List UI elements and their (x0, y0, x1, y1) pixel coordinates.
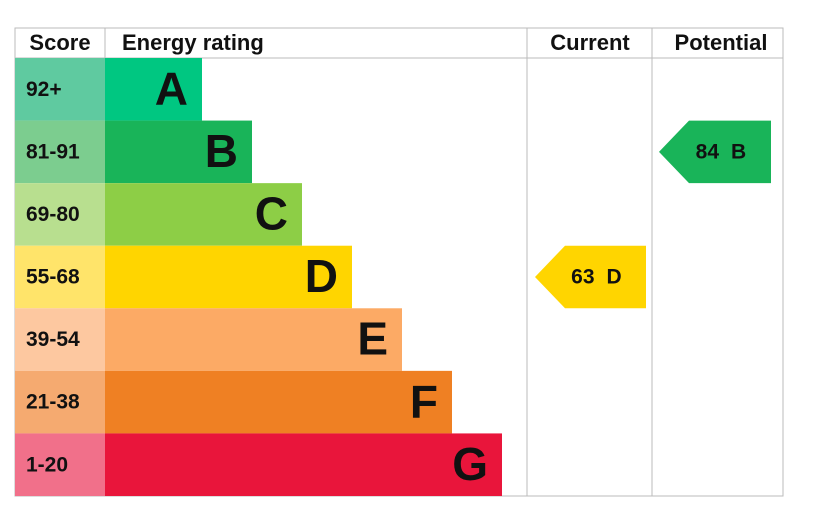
rating-bar (105, 183, 302, 246)
band-letter: E (357, 313, 388, 365)
rating-bar (105, 308, 402, 371)
header-score: Score (29, 30, 90, 55)
score-label: 81-91 (26, 140, 80, 163)
rating-bar (105, 245, 352, 309)
rating-bar (105, 120, 252, 184)
score-label: 92+ (26, 78, 62, 101)
rating-bar (105, 58, 202, 121)
current-letter: D (607, 266, 622, 289)
potential-arrow (659, 120, 771, 184)
current-value: 63 (571, 266, 594, 289)
header-current: Current (550, 30, 630, 55)
score-label: 1-20 (26, 453, 68, 476)
score-cell (15, 245, 105, 309)
score-cell (15, 183, 105, 246)
score-cell (15, 120, 105, 184)
current-arrow (535, 245, 646, 309)
score-cell (15, 308, 105, 371)
band-letter: D (305, 250, 338, 302)
score-label: 55-68 (26, 266, 80, 289)
header-potential: Potential (675, 30, 768, 55)
potential-letter: B (731, 140, 746, 163)
band-letter: G (452, 438, 488, 490)
rating-bar (105, 370, 452, 434)
band-letter: A (155, 62, 188, 114)
band-letter: F (410, 375, 438, 427)
score-cell (15, 433, 105, 496)
score-label: 21-38 (26, 391, 80, 414)
score-cell (15, 58, 105, 121)
rating-bar (105, 433, 502, 496)
score-label: 39-54 (26, 328, 80, 351)
score-cell (15, 370, 105, 434)
score-label: 69-80 (26, 203, 80, 226)
header-rating: Energy rating (122, 30, 264, 55)
band-letter: C (255, 188, 288, 240)
band-letter: B (205, 125, 238, 177)
potential-value: 84 (696, 140, 720, 163)
